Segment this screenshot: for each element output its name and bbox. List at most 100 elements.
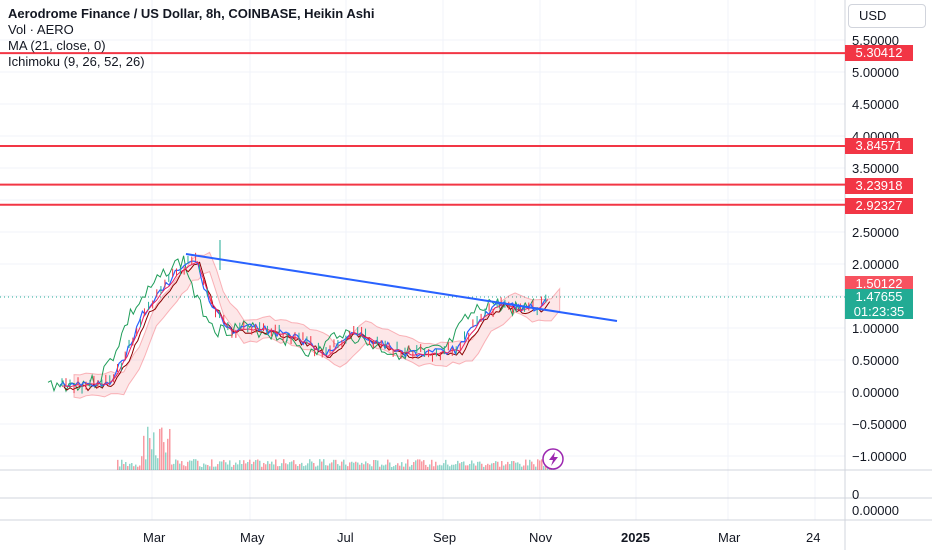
volume-bar	[419, 459, 421, 470]
volume-bar	[265, 464, 267, 470]
volume-bar	[335, 459, 337, 470]
volume-bar	[205, 464, 207, 470]
volume-bar	[177, 460, 179, 470]
volume-bar	[191, 460, 193, 470]
volume-bar	[227, 464, 229, 470]
volume-bar	[449, 466, 451, 470]
volume-bar	[117, 459, 119, 470]
volume-bar	[363, 464, 365, 470]
volume-bar	[523, 465, 525, 470]
volume-bar	[149, 438, 151, 470]
volume-bar	[395, 464, 397, 470]
volume-bar	[213, 466, 215, 470]
volume-bar	[297, 465, 299, 470]
y-axis-label: 0.00000	[852, 385, 899, 400]
volume-bar	[491, 463, 493, 470]
volume-bar	[353, 462, 355, 470]
volume-bar	[299, 464, 301, 470]
volume-bar	[219, 461, 221, 470]
volume-bar	[383, 465, 385, 470]
volume-bar	[287, 464, 289, 470]
volume-bar	[339, 465, 341, 470]
volume-bar	[325, 465, 327, 470]
lightning-icon	[549, 452, 558, 466]
volume-bar	[337, 464, 339, 470]
volume-bar	[141, 456, 143, 470]
volume-bar	[207, 465, 209, 470]
y-axis-label: −1.00000	[852, 449, 907, 464]
volume-bar	[173, 463, 175, 470]
volume-bar	[329, 463, 331, 470]
volume-bar	[393, 466, 395, 470]
volume-bar	[475, 465, 477, 470]
volume-bar	[373, 460, 375, 470]
volume-bar	[489, 464, 491, 470]
ichimoku-cloud	[73, 251, 561, 399]
volume-bar	[273, 464, 275, 470]
volume-bar	[503, 465, 505, 470]
volume-bar	[245, 463, 247, 470]
volume-bar	[303, 466, 305, 470]
volume-bar	[451, 464, 453, 470]
volume-bar	[537, 459, 539, 470]
volume-bar	[327, 465, 329, 470]
volume-bar	[121, 459, 123, 470]
volume-bar	[163, 442, 165, 470]
volume-bar	[261, 466, 263, 470]
legend-vol: Vol · AERO	[8, 22, 74, 37]
volume-bar	[159, 428, 161, 470]
volume-bar	[389, 462, 391, 470]
volume-bar	[185, 466, 187, 470]
volume-bar	[223, 459, 225, 470]
volume-bar	[257, 459, 259, 470]
volume-bar	[391, 466, 393, 470]
volume-bar	[293, 460, 295, 470]
volume-bar	[347, 466, 349, 470]
volume-bar	[403, 466, 405, 470]
volume-bar	[443, 463, 445, 470]
volume-bar	[211, 459, 213, 470]
volume-bar	[461, 462, 463, 470]
volume-bar	[441, 465, 443, 470]
volume-bar	[323, 459, 325, 470]
volume-bar	[251, 464, 253, 470]
volume-bar	[317, 465, 319, 470]
volume-bar	[309, 459, 311, 470]
volume-bar	[385, 464, 387, 470]
volume-bar	[249, 459, 251, 470]
volume-bar	[157, 458, 159, 470]
volume-bar	[285, 463, 287, 470]
volume-bar	[127, 466, 129, 470]
ichimoku-base-line	[63, 261, 551, 392]
currency-button[interactable]: USD	[848, 4, 926, 28]
volume-bar	[243, 460, 245, 470]
volume-bar	[529, 459, 531, 470]
volume-bar	[343, 459, 345, 470]
chart-legend: Aerodrome Finance / US Dollar, 8h, COINB…	[8, 6, 375, 70]
volume-bar	[425, 464, 427, 470]
volume-bar	[189, 460, 191, 470]
volume-bar	[129, 463, 131, 470]
volume-bar	[237, 464, 239, 470]
volume-bar	[397, 463, 399, 470]
volume-bar	[517, 462, 519, 470]
volume-bar	[143, 435, 145, 470]
volume-bar	[259, 460, 261, 470]
price-level-badge: 3.23918	[845, 178, 913, 194]
volume-bar	[463, 461, 465, 470]
volume-bar	[203, 463, 205, 470]
volume-bar	[357, 462, 359, 470]
volume-bar	[225, 462, 227, 470]
volume-bar	[279, 466, 281, 470]
volume-bar	[193, 459, 195, 470]
volume-bar	[413, 462, 415, 470]
volume-bar	[483, 466, 485, 470]
volume-bar	[183, 465, 185, 470]
y-axis-label: −0.50000	[852, 417, 907, 432]
volume-bar	[311, 461, 313, 470]
volume-bar	[493, 463, 495, 470]
volume-bar	[217, 464, 219, 470]
volume-bar	[341, 461, 343, 470]
